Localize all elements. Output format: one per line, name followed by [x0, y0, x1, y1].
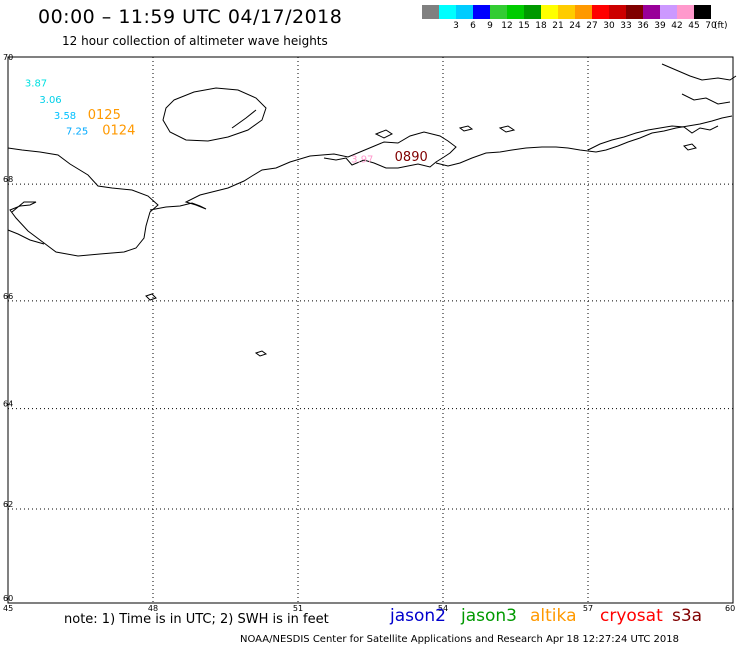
novaya-zemlya-tip: [661, 63, 737, 81]
observation-time-label: 0124: [102, 124, 135, 139]
cheshskaya-bay-coast: [149, 131, 457, 211]
wave-height-value: 3.87: [25, 79, 47, 90]
footer-credit: NOAA/NESDIS Center for Satellite Applica…: [240, 634, 679, 645]
legend-label: 3: [453, 21, 459, 31]
legend-swatch: [592, 5, 609, 19]
legend-label: 33: [620, 21, 632, 31]
wave-height-value: 7.25: [66, 127, 88, 138]
legend-swatch: [558, 5, 575, 19]
lat-tick-label: 70: [3, 53, 13, 62]
coastline: [7, 63, 737, 357]
legend-swatch: [643, 5, 660, 19]
small-island-6: [458, 125, 474, 132]
legend-swatch: [694, 5, 711, 19]
wave-height-value: 3.06: [39, 95, 61, 106]
lon-tick-label: 57: [583, 604, 593, 613]
pechora-coast: [435, 115, 733, 167]
lat-tick-label: 60: [3, 594, 13, 603]
kolguev-island: [162, 87, 267, 142]
small-island-3: [145, 293, 157, 301]
lon-tick-label: 54: [438, 604, 448, 613]
lat-tick-label: 64: [3, 400, 13, 409]
observation-time-label: 0125: [88, 108, 121, 123]
wave-height-value: 3.58: [54, 111, 76, 122]
lat-tick-label: 68: [3, 175, 13, 184]
lat-lon-grid: [7, 56, 734, 604]
kolguev-inner-coast: [231, 109, 257, 129]
satellite-name: jason3: [461, 606, 517, 626]
legend-swatches: [422, 5, 740, 19]
small-island-4: [254, 350, 268, 357]
small-island-2: [498, 125, 516, 133]
legend-swatch: [439, 5, 456, 19]
lat-tick-label: 62: [3, 500, 13, 509]
legend-swatch: [575, 5, 592, 19]
legend-swatch: [507, 5, 524, 19]
legend-label: 30: [603, 21, 615, 31]
lon-tick-label: 45: [3, 604, 13, 613]
legend-label: 70: [705, 21, 717, 31]
legend-label: 15: [518, 21, 530, 31]
vaygach-coast: [681, 93, 731, 105]
legend-unit: (ft): [714, 21, 728, 31]
legend-label: 39: [654, 21, 666, 31]
legend-swatch: [541, 5, 558, 19]
map-frame: [7, 56, 734, 604]
observation-time-label: 0890: [395, 150, 428, 165]
satellite-name: s3a: [672, 606, 703, 626]
legend-swatch: [660, 5, 677, 19]
legend-swatch: [422, 5, 439, 19]
legend-label: 36: [637, 21, 649, 31]
legend-labels: 3 6 9 12 15 18 21 24 27 30 33 36 39 42 45 70: [422, 19, 740, 33]
small-island-5: [683, 143, 697, 151]
kanin-peninsula-coast: [7, 147, 159, 257]
yugorsky-coast: [587, 125, 719, 151]
legend-label: 18: [535, 21, 547, 31]
lon-tick-label: 48: [148, 604, 158, 613]
lon-tick-label: 51: [293, 604, 303, 613]
small-island-1: [374, 129, 393, 139]
legend-label: 45: [688, 21, 700, 31]
legend-swatch: [473, 5, 490, 19]
map-subtitle: 12 hour collection of altimeter wave hei…: [62, 34, 328, 48]
legend-label: 12: [501, 21, 513, 31]
legend-swatch: [677, 5, 694, 19]
legend-swatch: [490, 5, 507, 19]
color-legend: 3 6 9 12 15 18 21 24 27 30 33 36 39 42 45 70: [422, 5, 740, 33]
legend-label: 42: [671, 21, 683, 31]
legend-swatch: [524, 5, 541, 19]
axis-tick-labels: 45 48 51 54 57 60 70 68 66 64 62 60: [3, 53, 735, 613]
legend-label: 27: [586, 21, 598, 31]
legend-swatch: [456, 5, 473, 19]
satellite-name: jason2: [390, 606, 446, 626]
legend-label: 24: [569, 21, 581, 31]
lon-tick-label: 60: [725, 604, 735, 613]
legend-swatch: [609, 5, 626, 19]
legend-label: 21: [552, 21, 564, 31]
satellite-name: cryosat: [600, 606, 663, 626]
white-sea-coast: [7, 229, 45, 245]
legend-label: 6: [470, 21, 476, 31]
note-text: note: 1) Time is in UTC; 2) SWH is in fe…: [64, 612, 329, 627]
lat-tick-label: 66: [3, 292, 13, 301]
map-title: 00:00 – 11:59 UTC 04/17/2018: [38, 6, 343, 28]
legend-label: 9: [487, 21, 493, 31]
wave-height-value: 3.97: [351, 155, 373, 166]
legend-swatch: [626, 5, 643, 19]
satellite-name: altika: [530, 606, 577, 626]
